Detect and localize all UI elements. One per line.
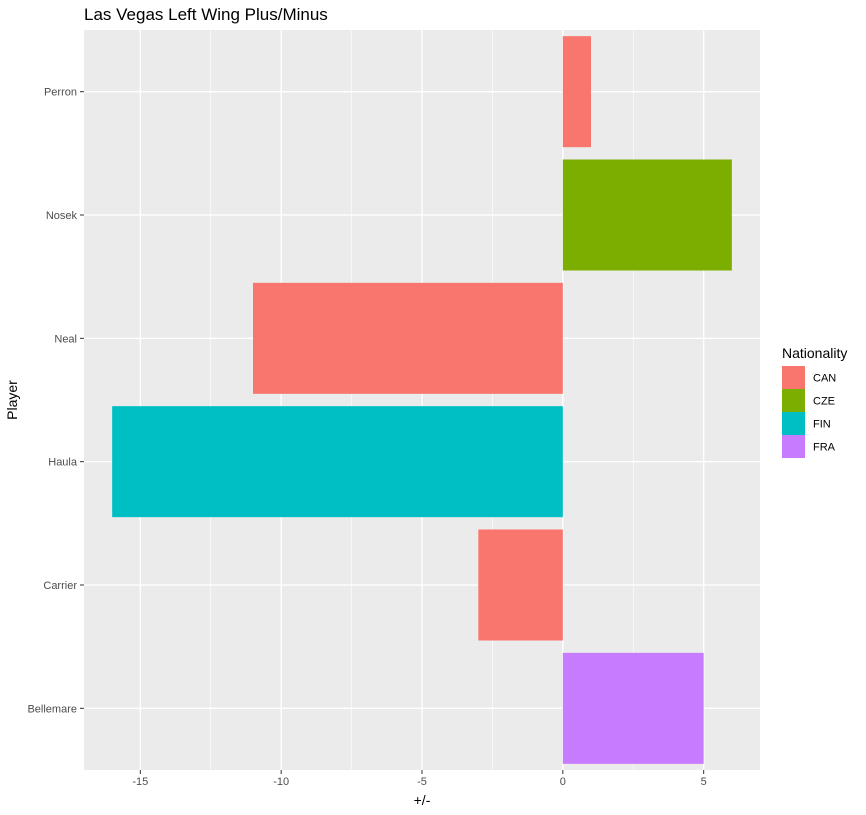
legend: Nationality CAN CZE FIN FRA bbox=[782, 345, 847, 458]
axes: -15 -10 -5 0 5 Perron Nosek Neal Haula Carrier Bel… bbox=[27, 87, 706, 788]
legend-key-fin bbox=[782, 412, 805, 435]
y-tick-label: Nosek bbox=[46, 210, 78, 222]
bars bbox=[112, 36, 732, 764]
legend-label-can: CAN bbox=[813, 373, 836, 385]
legend-label-cze: CZE bbox=[813, 396, 835, 408]
bar-haula bbox=[112, 406, 563, 518]
bar-perron bbox=[562, 36, 591, 148]
bar-bellemare bbox=[562, 652, 704, 764]
x-tick-label: -10 bbox=[273, 776, 289, 788]
x-tick-label: 5 bbox=[701, 776, 707, 788]
y-tick-label: Perron bbox=[44, 87, 77, 99]
x-axis-title: +/- bbox=[414, 792, 431, 808]
legend-label-fra: FRA bbox=[813, 442, 836, 454]
x-tick-label: -5 bbox=[417, 776, 427, 788]
bar-nosek bbox=[562, 159, 732, 271]
bar-neal bbox=[253, 282, 563, 394]
y-tick-label: Haula bbox=[48, 457, 78, 469]
legend-label-fin: FIN bbox=[813, 419, 831, 431]
chart-title: Las Vegas Left Wing Plus/Minus bbox=[84, 5, 328, 24]
y-tick-label: Carrier bbox=[43, 580, 77, 592]
x-tick-label: -15 bbox=[132, 776, 148, 788]
bar-carrier bbox=[478, 529, 563, 641]
grid-minor bbox=[210, 30, 634, 770]
y-tick-label: Neal bbox=[54, 333, 77, 345]
x-tick-label: 0 bbox=[560, 776, 566, 788]
legend-key-fra bbox=[782, 435, 805, 458]
y-axis-title: Player bbox=[4, 380, 20, 420]
legend-title: Nationality bbox=[782, 345, 847, 361]
legend-key-cze bbox=[782, 389, 805, 412]
y-tick-label: Bellemare bbox=[27, 703, 77, 715]
legend-key-can bbox=[782, 366, 805, 389]
